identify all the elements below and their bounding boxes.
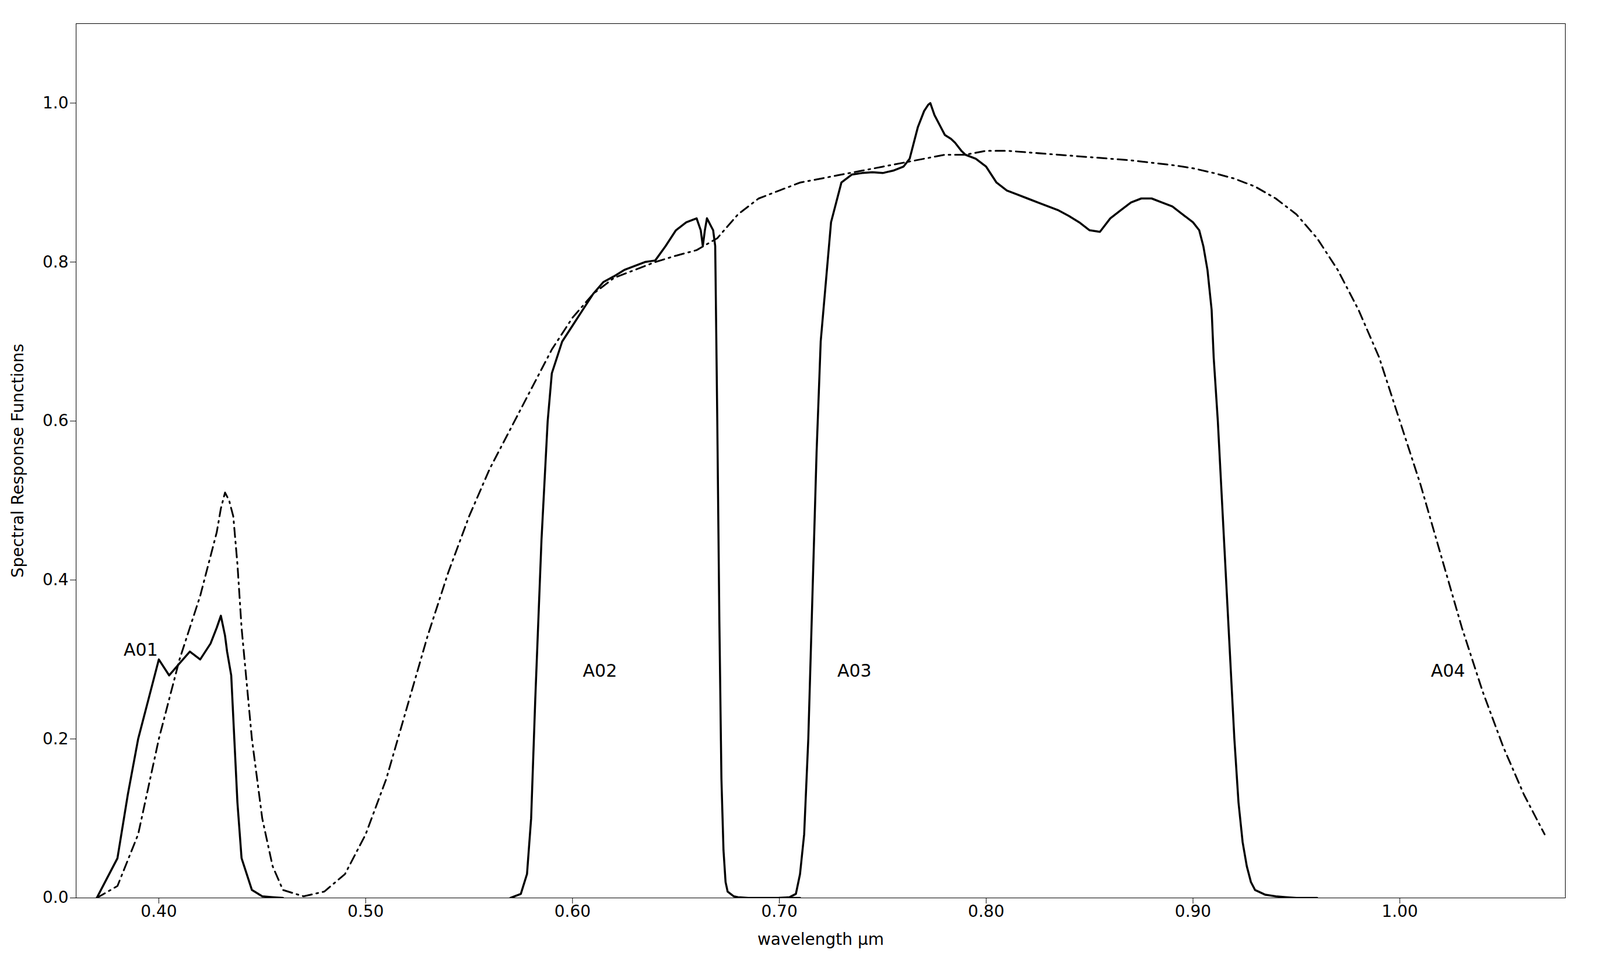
svg-text:0.60: 0.60	[554, 902, 591, 922]
svg-text:0.2: 0.2	[42, 729, 69, 749]
svg-text:1.00: 1.00	[1381, 902, 1419, 922]
svg-text:0.4: 0.4	[42, 570, 69, 590]
svg-text:Spectral Response Functions: Spectral Response Functions	[8, 344, 28, 579]
svg-text:0.8: 0.8	[42, 252, 69, 272]
svg-text:0.6: 0.6	[42, 411, 69, 431]
svg-text:0.90: 0.90	[1174, 902, 1212, 922]
svg-text:1.0: 1.0	[42, 93, 69, 113]
svg-text:wavelength μm: wavelength μm	[757, 930, 884, 950]
svg-text:A03: A03	[837, 660, 872, 682]
svg-text:A01: A01	[123, 639, 159, 661]
svg-text:0.50: 0.50	[347, 902, 384, 922]
svg-text:0.0: 0.0	[42, 888, 69, 908]
svg-text:0.40: 0.40	[140, 902, 177, 922]
svg-text:A04: A04	[1430, 660, 1466, 682]
svg-text:0.70: 0.70	[760, 902, 798, 922]
svg-text:0.80: 0.80	[967, 902, 1005, 922]
svg-text:A02: A02	[583, 660, 618, 682]
